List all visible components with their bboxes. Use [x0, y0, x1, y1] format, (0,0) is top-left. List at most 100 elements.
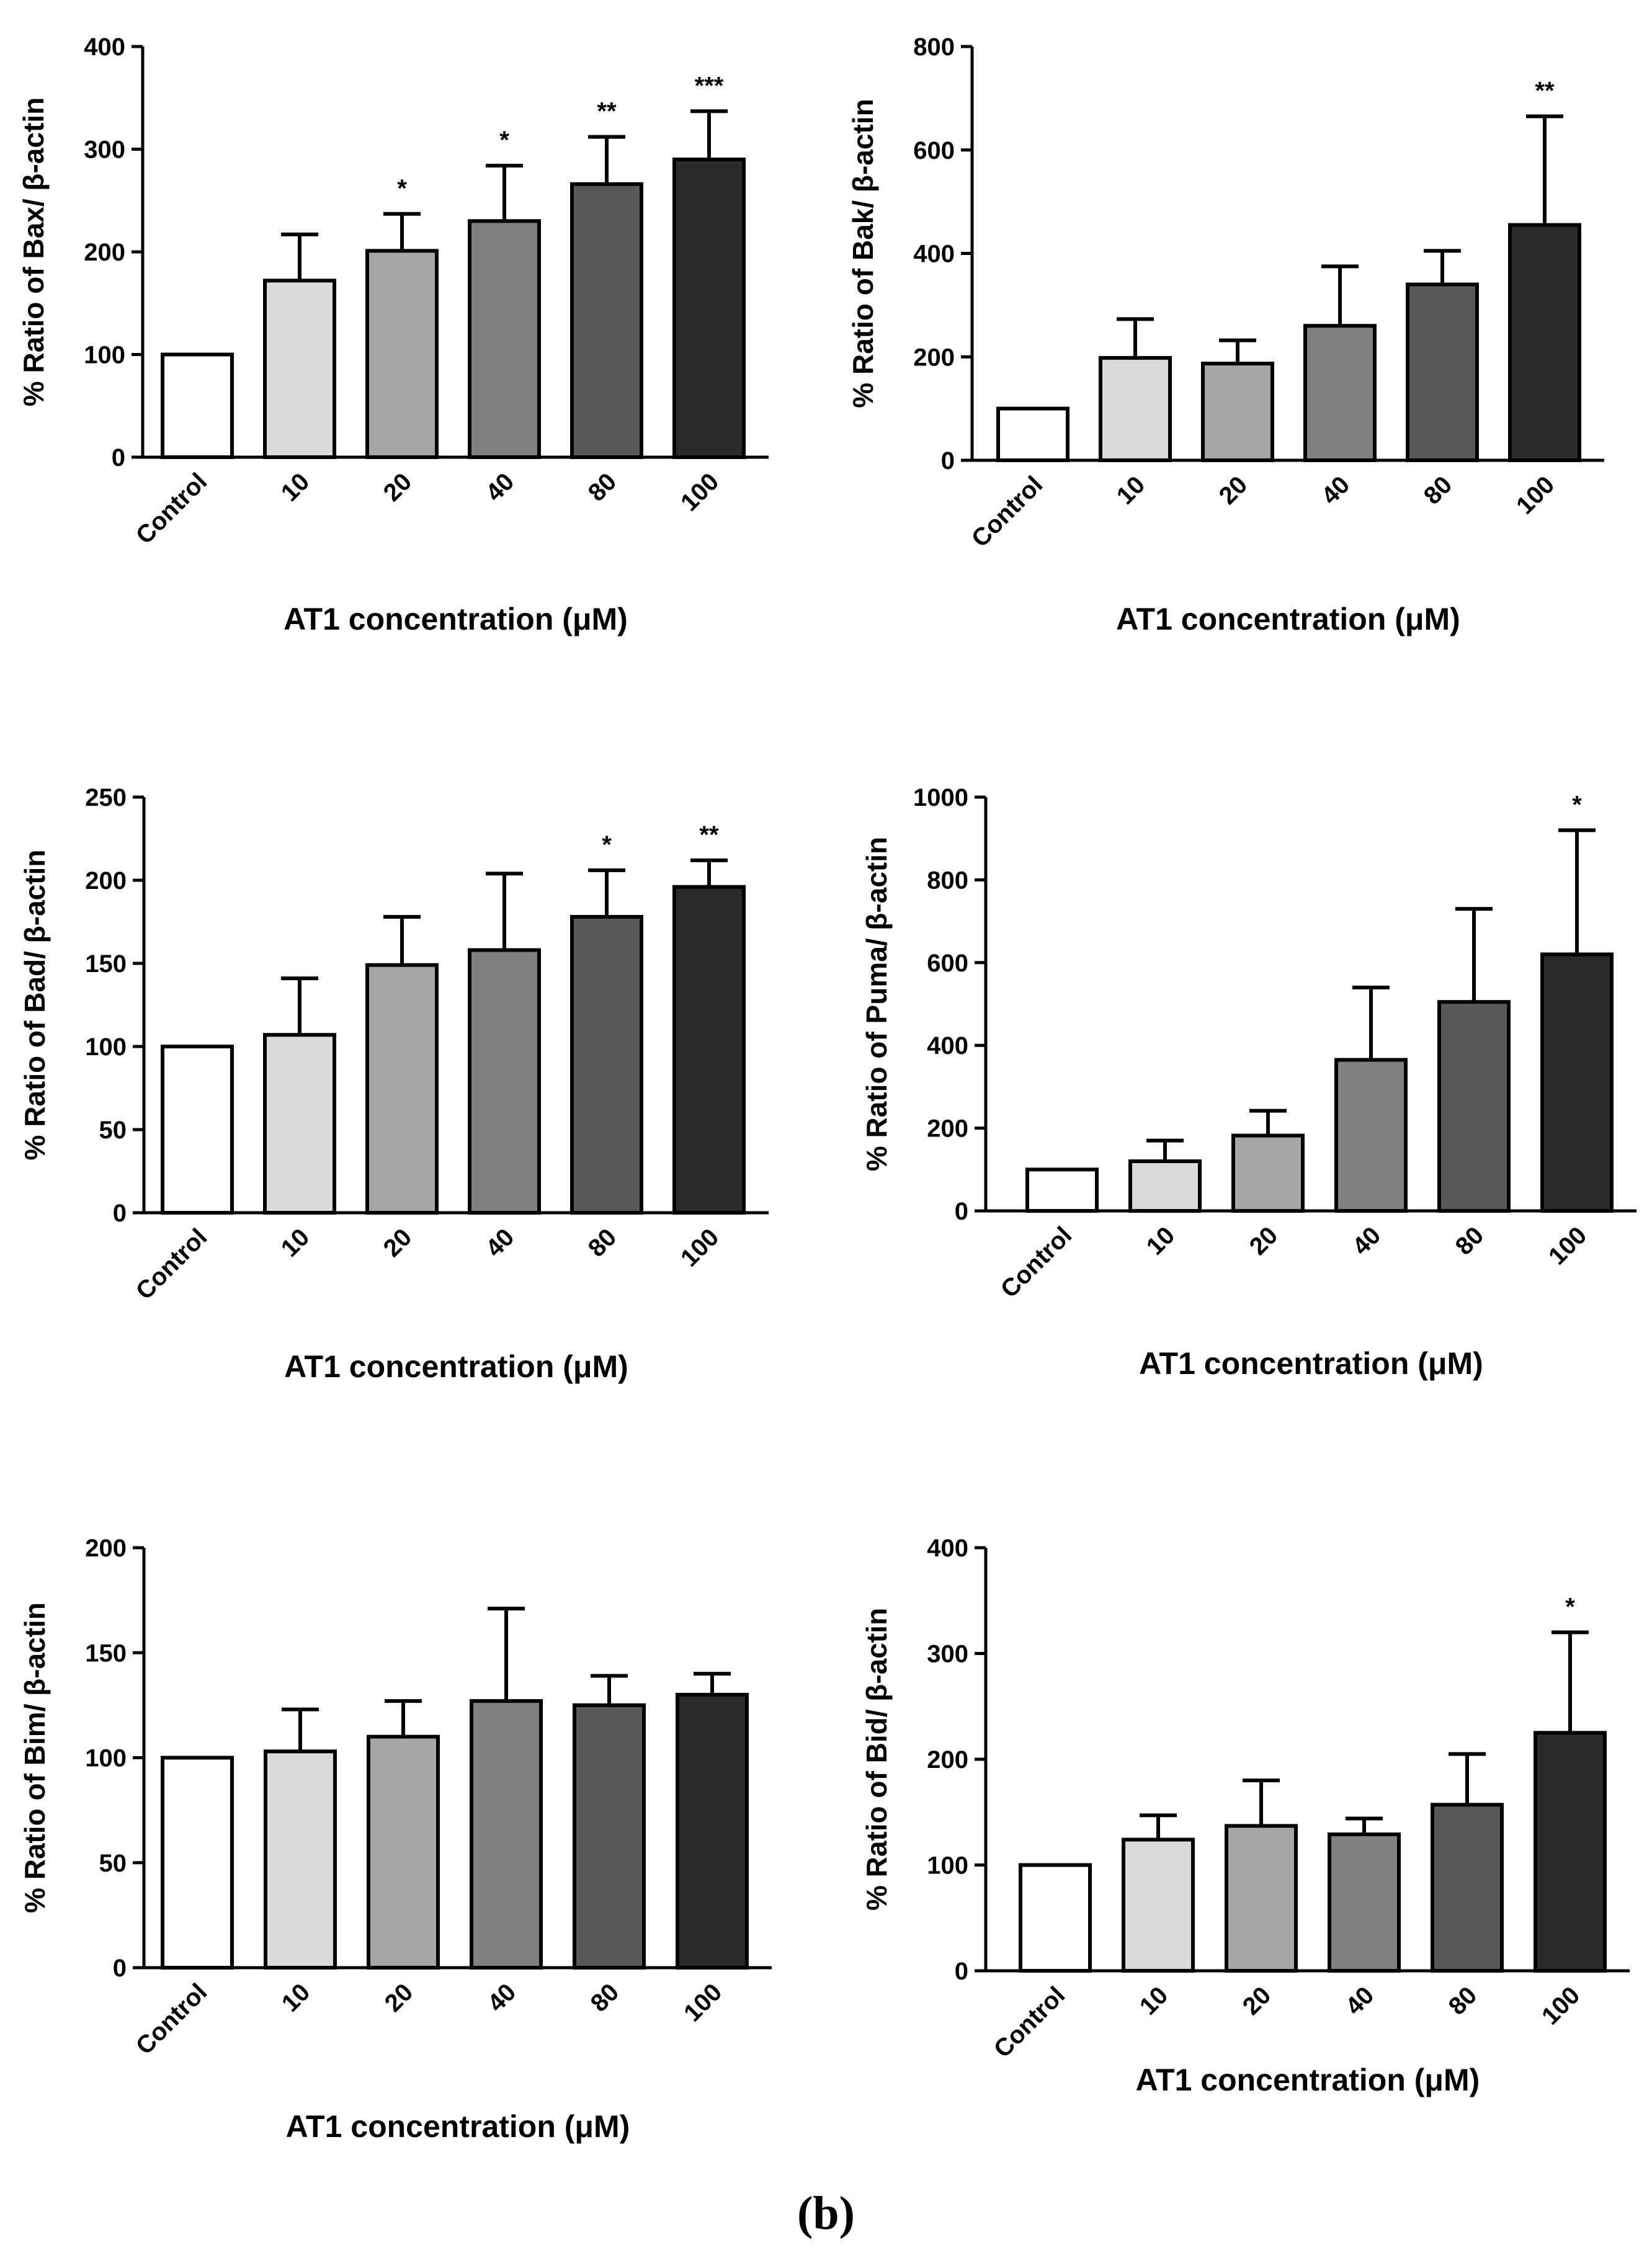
category-label: 100: [679, 1978, 727, 2027]
significance-label: *: [397, 175, 407, 202]
bar-80: [1437, 1000, 1511, 1213]
y-tick-label: 400: [927, 1032, 968, 1060]
category-label: 20: [378, 468, 417, 507]
x-axis-title: AT1 concentration (μM): [284, 602, 628, 636]
bar-80: [1431, 1803, 1504, 1973]
bar-40: [1303, 324, 1377, 462]
significance-label: *: [499, 127, 509, 154]
bar-10: [1099, 355, 1172, 462]
y-axis-title: % Ratio of Bim/ β-actin: [19, 1602, 51, 1913]
category-label: 10: [1135, 1981, 1174, 2020]
bar-20: [367, 1734, 440, 1970]
bar-20: [365, 963, 439, 1215]
bar-80: [570, 182, 643, 459]
significance-label: ***: [695, 72, 724, 99]
bar-control: [996, 406, 1069, 462]
y-tick-label: 200: [927, 1746, 968, 1774]
bar-40: [470, 1699, 543, 1970]
y-tick-label: 100: [85, 1033, 127, 1061]
category-label: 100: [676, 1223, 724, 1272]
bim-chart: 0 50 100 150 200 Control 10 20 40 80 100 % Ratio of…: [19, 1535, 772, 2144]
y-tick-label: 150: [85, 1640, 127, 1667]
category-label: Control: [131, 1223, 213, 1305]
category-label: 20: [378, 1223, 417, 1262]
significance-label: *: [1572, 791, 1582, 818]
category-label: 10: [276, 1223, 315, 1262]
bar-100: [1508, 223, 1581, 462]
y-tick-label: 0: [113, 1955, 127, 1982]
bar-100: [672, 885, 746, 1215]
category-label: 80: [1444, 1981, 1483, 2020]
y-tick-label: 600: [913, 137, 955, 164]
category-label: Control: [996, 1221, 1078, 1303]
y-tick-label: 150: [85, 950, 127, 978]
y-tick-label: 300: [84, 136, 125, 164]
x-axis-title: AT1 concentration (μM): [1136, 2063, 1480, 2097]
y-tick-label: 200: [84, 239, 125, 266]
y-tick-label: 0: [941, 447, 955, 475]
bar-10: [264, 1749, 337, 1970]
y-axis-title: % Ratio of Bid/ β-actin: [860, 1608, 893, 1911]
y-tick-label: 1000: [913, 784, 968, 811]
bax-chart: 0 100 200 300 400 Control 10 * 20 * 40 ** 80 *** 100 % …: [17, 33, 769, 636]
bar-10: [1122, 1837, 1195, 1973]
category-label: 100: [676, 468, 724, 516]
bar-40: [1334, 1058, 1408, 1213]
bar-20: [1231, 1133, 1305, 1213]
category-label: 40: [1347, 1221, 1386, 1261]
bar-control: [1019, 1863, 1092, 1973]
y-tick-label: 400: [927, 1535, 968, 1562]
category-label: 40: [481, 468, 520, 507]
bar-control: [161, 1045, 234, 1215]
y-tick-label: 0: [112, 444, 125, 471]
category-label: Control: [131, 1978, 213, 2060]
y-tick-label: 50: [99, 1850, 127, 1877]
category-label: 40: [1316, 471, 1355, 510]
y-tick-label: 0: [113, 1200, 127, 1227]
bar-control: [161, 352, 234, 459]
bar-80: [1406, 282, 1479, 462]
bar-80: [570, 914, 643, 1215]
bar-10: [1128, 1159, 1202, 1213]
category-label: 20: [1244, 1221, 1284, 1261]
significance-label: **: [699, 821, 719, 849]
significance-label: **: [597, 98, 617, 125]
bar-40: [468, 219, 541, 459]
y-tick-label: 800: [913, 33, 955, 61]
y-tick-label: 200: [913, 344, 955, 371]
y-tick-label: 200: [927, 1115, 968, 1143]
y-axis-title: % Ratio of Puma/ β-actin: [860, 837, 893, 1171]
category-label: 80: [583, 1223, 622, 1262]
bak-chart: 0 200 400 600 800 Control 10 20 40 80 ** 100 % Ratio…: [847, 33, 1604, 636]
bar-100: [676, 1692, 749, 1970]
y-tick-label: 300: [927, 1641, 968, 1668]
category-label: 20: [1214, 471, 1253, 510]
x-axis-title: AT1 concentration (μM): [1139, 1346, 1483, 1381]
x-axis-title: AT1 concentration (μM): [1116, 602, 1460, 636]
category-label: 100: [1537, 1981, 1585, 2030]
bar-100: [672, 158, 746, 459]
category-label: 10: [277, 1978, 316, 2017]
y-tick-label: 100: [84, 342, 125, 369]
y-axis-title: % Ratio of Bax/ β-actin: [17, 97, 50, 406]
x-axis-title: AT1 concentration (μM): [286, 2109, 630, 2144]
category-label: 20: [380, 1978, 419, 2017]
category-label: 40: [1341, 1981, 1380, 2020]
category-label: 40: [483, 1978, 522, 2017]
bar-20: [1225, 1824, 1298, 1973]
category-label: 80: [583, 468, 622, 507]
puma-chart: 0 200 400 600 800 1000 Control 10 20 40 80 * 100 % Ra…: [860, 784, 1636, 1381]
y-axis-title: % Ratio of Bak/ β-actin: [847, 99, 879, 408]
bar-20: [365, 249, 439, 459]
y-tick-label: 800: [927, 867, 968, 894]
bar-40: [468, 948, 541, 1215]
y-tick-label: 400: [84, 33, 125, 61]
category-label: 10: [276, 468, 315, 507]
significance-label: **: [1535, 78, 1555, 105]
y-tick-label: 0: [955, 1958, 968, 1985]
significance-label: *: [1565, 1593, 1575, 1620]
category-label: Control: [989, 1981, 1071, 2063]
bar-10: [263, 279, 336, 459]
category-label: 10: [1112, 471, 1151, 510]
